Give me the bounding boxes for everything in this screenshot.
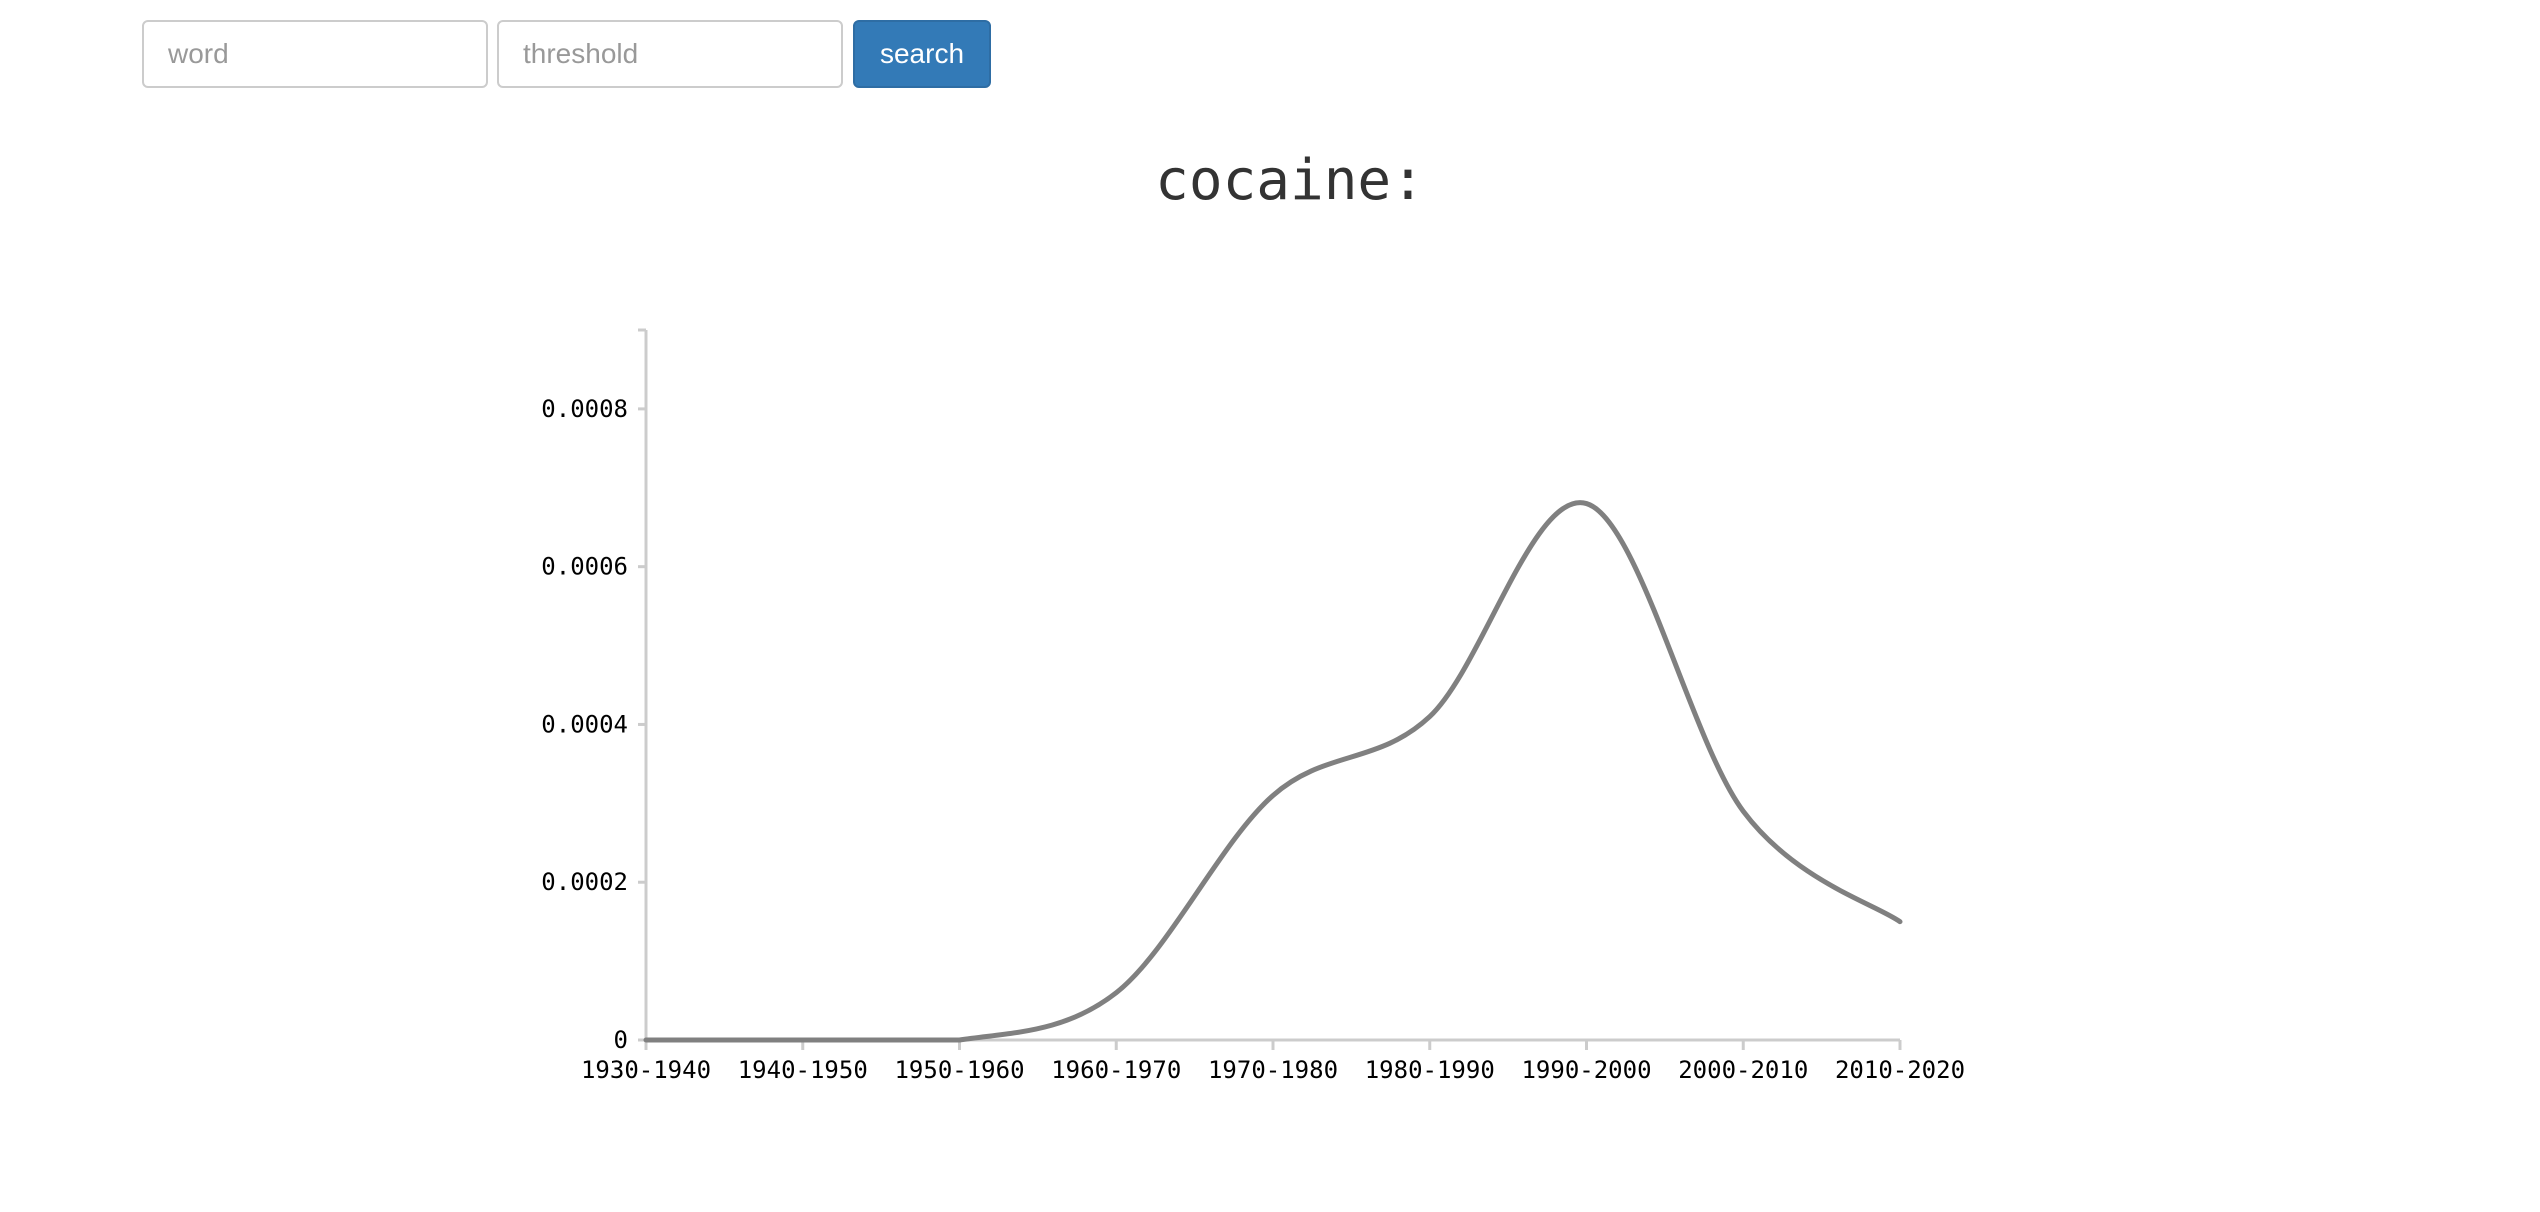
x-tick-label: 1960-1970 <box>1051 1056 1181 1084</box>
x-tick-label: 1930-1940 <box>581 1056 711 1084</box>
x-tick-label: 1940-1950 <box>738 1056 868 1084</box>
x-tick-label: 2000-2010 <box>1678 1056 1808 1084</box>
y-tick-label: 0 <box>614 1026 628 1054</box>
x-axis: 1930-1940 1940-1950 1950-1960 1960-1970 1970… <box>581 1038 1965 1084</box>
x-tick-label: 1980-1990 <box>1365 1056 1495 1084</box>
y-tick-label: 0.0008 <box>541 395 628 423</box>
y-tick-label: 0.0004 <box>541 710 628 738</box>
threshold-input[interactable] <box>497 20 843 88</box>
series-group <box>643 500 1903 1043</box>
series-line <box>643 500 1903 1043</box>
y-tick-label: 0.0006 <box>541 553 628 581</box>
x-tick-label: 1970-1980 <box>1208 1056 1338 1084</box>
y-tick-label: 0.0002 <box>541 868 628 896</box>
chart-title: cocaine: <box>1155 148 1425 213</box>
x-tick-label: 2010-2020 <box>1835 1056 1965 1084</box>
search-button[interactable]: search <box>853 20 991 88</box>
x-tick-label: 1950-1960 <box>894 1056 1024 1084</box>
x-tick-label: 1990-2000 <box>1521 1056 1651 1084</box>
y-axis: 0 0.0002 0.0004 0.0006 0.0008 <box>541 328 648 1054</box>
word-input[interactable] <box>142 20 488 88</box>
